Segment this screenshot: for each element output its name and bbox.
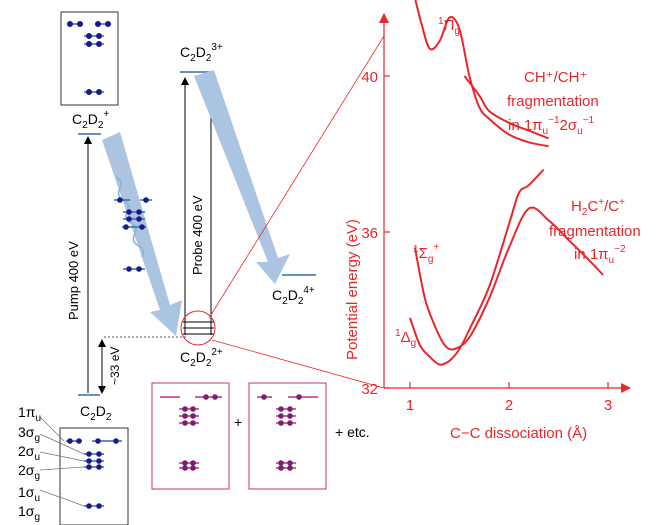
potential-curve-2 — [463, 75, 549, 140]
neutral-label: C2D2 — [80, 403, 112, 423]
svg-text:fragmentation: fragmentation — [507, 93, 599, 110]
y-tick-label: 36 — [361, 225, 378, 242]
fragmentation-band-arrow — [194, 70, 290, 284]
energy-gap-label: ~33 eV — [108, 347, 122, 385]
relaxation-band-arrow — [102, 132, 182, 336]
orbital-label-2sigma-g: 2σg — [18, 462, 40, 482]
svg-text:fragmentation: fragmentation — [549, 223, 641, 240]
tetracation-label: C2D24+ — [272, 285, 315, 307]
potential-curve-1 — [414, 0, 549, 148]
x-tick-label: 2 — [505, 397, 513, 414]
potential-energy-plot: 32 36 40 1 2 3 Potential energy (eV) C−C diss… — [344, 0, 641, 442]
svg-text:CH⁺/CH⁺: CH⁺/CH⁺ — [524, 69, 587, 86]
trication-label: C2D23+ — [180, 42, 223, 64]
probe-label: Probe 400 eV — [190, 195, 205, 275]
annotation-ch-ch: CH⁺/CH⁺ fragmentation in 1πu−12σu−1 — [507, 69, 599, 137]
state-label-pi-g: 1Πg — [438, 16, 460, 37]
etc-label: + etc. — [335, 424, 370, 440]
y-tick-label: 32 — [361, 381, 378, 398]
dication-config-box-2 — [248, 382, 327, 490]
orbital-labels: 1πu 3σg 2σu 2σg 1σu 1σg — [18, 404, 41, 523]
auger-wavy-arrow — [115, 176, 145, 258]
x-tick-label: 3 — [604, 397, 612, 414]
zoom-line-bottom — [211, 339, 385, 389]
state-label-sigma-g: 1Σg+ — [413, 242, 439, 265]
state-label-delta-g: 1Δg — [395, 328, 416, 349]
x-axis-label: C−C dissociation (Å) — [450, 425, 587, 442]
potential-curve-4 — [409, 168, 545, 366]
plus-sign: + — [234, 414, 242, 430]
dication-levels — [183, 321, 214, 335]
x-tick-label: 1 — [406, 397, 414, 414]
dication-config-box-1 — [151, 382, 230, 490]
neutral-orbital-box — [39, 416, 129, 525]
cation-label: C2D2+ — [72, 109, 109, 131]
orbital-label-1pi-u: 1πu — [18, 404, 41, 424]
y-axis-label: Potential energy (eV) — [344, 219, 361, 360]
dication-label: C2D22+ — [180, 347, 223, 369]
plot-curves — [409, 0, 604, 366]
annotation-h2c-c: H2C+/C+ fragmentation in 1πu−2 — [549, 197, 641, 266]
zoom-line-top — [208, 35, 385, 319]
orbital-label-1sigma-g: 1σg — [18, 503, 40, 523]
dication-highlight-circle — [180, 310, 216, 346]
pump-label: Pump 400 eV — [66, 241, 81, 320]
potential-curve-3 — [413, 206, 604, 351]
cation-orbital-box — [60, 11, 119, 106]
svg-text:in 1πu−2: in 1πu−2 — [574, 244, 626, 266]
svg-text:H2C+/C+: H2C+/C+ — [571, 197, 625, 218]
orbital-label-2sigma-u: 2σu — [18, 443, 40, 463]
orbital-label-1sigma-u: 1σu — [18, 484, 40, 504]
orbital-label-3sigma-g: 3σg — [18, 424, 40, 444]
svg-text:in 1πu−12σu−1: in 1πu−12σu−1 — [508, 115, 595, 137]
intermediate-orbitals — [114, 197, 152, 272]
y-tick-label: 40 — [361, 69, 378, 86]
plot-ticks: 32 36 40 1 2 3 — [361, 69, 612, 414]
